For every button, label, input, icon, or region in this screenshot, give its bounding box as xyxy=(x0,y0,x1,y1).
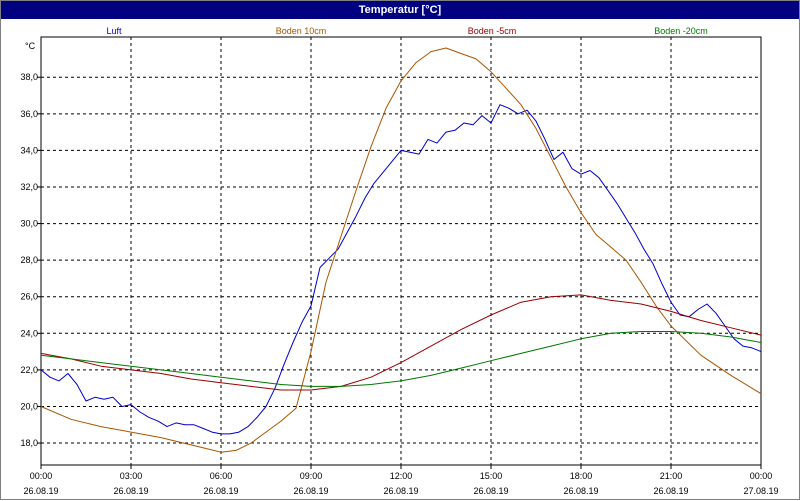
x-tick-time-label: 09:00 xyxy=(300,471,323,481)
series-line-boden-5cm xyxy=(40,294,762,391)
y-tick-label: 26,0 xyxy=(20,292,38,302)
x-tick-time-label: 18:00 xyxy=(570,471,593,481)
legend-item: Boden -20cm xyxy=(654,26,708,36)
y-tick-label: 38,0 xyxy=(20,72,38,82)
series-layer xyxy=(40,47,762,453)
y-tick-label: 20,0 xyxy=(20,401,38,411)
grid xyxy=(40,37,762,465)
series-line-boden-10cm xyxy=(40,47,762,453)
y-tick-label: 34,0 xyxy=(20,145,38,155)
x-tick-date-label: 26.08.19 xyxy=(113,486,148,496)
x-tick-time-label: 12:00 xyxy=(390,471,413,481)
series-line-luft xyxy=(40,104,762,435)
x-tick-time-label: 15:00 xyxy=(480,471,503,481)
y-tick-label: 22,0 xyxy=(20,365,38,375)
x-tick-time-label: 00:00 xyxy=(750,471,773,481)
x-tick-time-label: 06:00 xyxy=(210,471,233,481)
y-tick-label: 18,0 xyxy=(20,438,38,448)
x-tick-date-label: 26.08.19 xyxy=(563,486,598,496)
y-tick-label: 28,0 xyxy=(20,255,38,265)
y-tick-label: 32,0 xyxy=(20,182,38,192)
legend-item: Luft xyxy=(106,26,122,36)
y-axis-unit-label: °C xyxy=(25,41,36,51)
legend-item: Boden -5cm xyxy=(468,26,517,36)
legend: Luft Boden 10cm Boden -5cm Boden -20cm xyxy=(106,26,707,36)
x-axis-ticks: 00:00 26.08.19 03:00 26.08.19 06:00 26.08.19 0… xyxy=(23,465,779,496)
x-tick-time-label: 00:00 xyxy=(30,471,53,481)
x-tick-date-label: 26.08.19 xyxy=(383,486,418,496)
x-tick-date-label: 26.08.19 xyxy=(473,486,508,496)
plot-area-border xyxy=(40,36,762,466)
x-tick-date-label: 26.08.19 xyxy=(23,486,58,496)
window-title: Temperatur [°C] xyxy=(1,1,799,19)
legend-item: Boden 10cm xyxy=(276,26,327,36)
x-tick-date-label: 26.08.19 xyxy=(293,486,328,496)
y-axis-ticks: 18,0 20,0 22,0 24,0 26,0 28,0 30,0 32,0 34,0 36,0… xyxy=(20,72,41,448)
x-tick-date-label: 26.08.19 xyxy=(203,486,238,496)
x-tick-time-label: 03:00 xyxy=(120,471,143,481)
x-tick-date-label: 26.08.19 xyxy=(653,486,688,496)
y-tick-label: 36,0 xyxy=(20,109,38,119)
y-tick-label: 30,0 xyxy=(20,219,38,229)
x-tick-date-label: 27.08.19 xyxy=(743,486,778,496)
series-line-boden-20cm xyxy=(40,331,762,387)
x-tick-time-label: 21:00 xyxy=(660,471,683,481)
y-tick-label: 24,0 xyxy=(20,328,38,338)
